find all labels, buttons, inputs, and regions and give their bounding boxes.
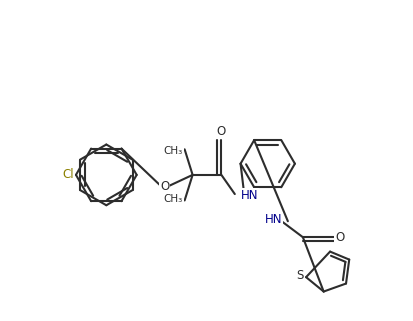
Text: O: O <box>334 231 344 244</box>
Text: O: O <box>216 125 225 138</box>
Text: CH₃: CH₃ <box>164 146 183 156</box>
Text: S: S <box>295 269 303 282</box>
Text: Cl: Cl <box>62 169 74 181</box>
Text: HN: HN <box>240 189 257 202</box>
Text: HN: HN <box>264 213 281 226</box>
Text: CH₃: CH₃ <box>164 194 183 204</box>
Text: O: O <box>160 179 169 193</box>
